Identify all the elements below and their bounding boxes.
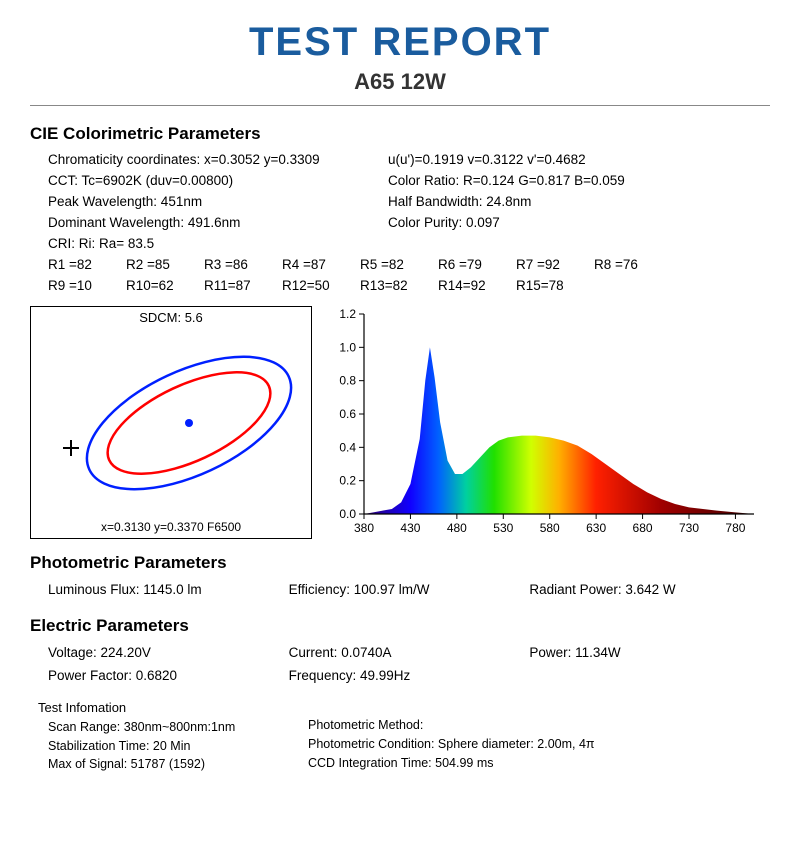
cri-row-1: R1 =82R2 =85R3 =86R4 =87R5 =82R6 =79R7 =… bbox=[48, 255, 770, 276]
sdcm-plot bbox=[39, 328, 303, 518]
photometric-method: Photometric Method: bbox=[308, 716, 595, 735]
power-factor: Power Factor: 0.6820 bbox=[48, 665, 289, 688]
cri-value: R8 =76 bbox=[594, 255, 672, 276]
test-info-heading: Test Infomation bbox=[38, 698, 308, 718]
power: Power: 11.34W bbox=[529, 642, 770, 665]
cri-row-2: R9 =10R10=62R11=87R12=50R13=82R14=92R15=… bbox=[48, 276, 770, 297]
header-divider bbox=[30, 105, 770, 106]
luminous-flux: Luminous Flux: 1145.0 lm bbox=[48, 579, 289, 602]
electric-row-1: Voltage: 224.20V Current: 0.0740A Power:… bbox=[48, 642, 770, 665]
svg-text:680: 680 bbox=[633, 521, 653, 535]
cri-value: R10=62 bbox=[126, 276, 204, 297]
svg-text:730: 730 bbox=[679, 521, 699, 535]
electric-heading: Electric Parameters bbox=[30, 616, 770, 636]
scan-range: Scan Range: 380nm~800nm:1nm bbox=[48, 718, 308, 737]
svg-text:0.6: 0.6 bbox=[339, 407, 356, 421]
cri-value: R12=50 bbox=[282, 276, 360, 297]
svg-text:0.8: 0.8 bbox=[339, 374, 356, 388]
voltage: Voltage: 224.20V bbox=[48, 642, 289, 665]
efficiency: Efficiency: 100.97 lm/W bbox=[289, 579, 530, 602]
cie-half-bw: Half Bandwidth: 24.8nm bbox=[388, 192, 531, 213]
cie-cct: CCT: Tc=6902K (duv=0.00800) bbox=[48, 171, 388, 192]
spectrum-chart: 0.0 0.2 0.4 0.6 0.8 1.0 1.2 380 430 480 530 580 630 6… bbox=[322, 306, 770, 538]
cri-value: R15=78 bbox=[516, 276, 594, 297]
photometric-heading: Photometric Parameters bbox=[30, 553, 770, 573]
stabilization-time: Stabilization Time: 20 Min bbox=[48, 737, 308, 756]
photometric-condition: Photometric Condition: Sphere diameter: … bbox=[308, 735, 595, 754]
svg-text:1.2: 1.2 bbox=[339, 307, 356, 321]
cie-color-purity: Color Purity: 0.097 bbox=[388, 213, 500, 234]
cie-params: Chromaticity coordinates: x=0.3052 y=0.3… bbox=[48, 150, 770, 296]
cie-color-ratio: Color Ratio: R=0.124 G=0.817 B=0.059 bbox=[388, 171, 625, 192]
cie-uv: u(u')=0.1919 v=0.3122 v'=0.4682 bbox=[388, 150, 586, 171]
cri-value: R1 =82 bbox=[48, 255, 126, 276]
photometric-row: Luminous Flux: 1145.0 lm Efficiency: 100… bbox=[48, 579, 770, 602]
cri-value: R4 =87 bbox=[282, 255, 360, 276]
cri-value: R7 =92 bbox=[516, 255, 594, 276]
electric-row-2: Power Factor: 0.6820 Frequency: 49.99Hz bbox=[48, 665, 770, 688]
header-block: TEST REPORT A65 12W bbox=[30, 20, 770, 95]
cri-value: R11=87 bbox=[204, 276, 282, 297]
test-info: Test Infomation Scan Range: 380nm~800nm:… bbox=[48, 698, 770, 774]
cri-value: R2 =85 bbox=[126, 255, 204, 276]
svg-text:1.0: 1.0 bbox=[339, 341, 356, 355]
cie-heading: CIE Colorimetric Parameters bbox=[30, 124, 770, 144]
current: Current: 0.0740A bbox=[289, 642, 530, 665]
sdcm-footer: x=0.3130 y=0.3370 F6500 bbox=[31, 518, 311, 538]
cie-chromaticity: Chromaticity coordinates: x=0.3052 y=0.3… bbox=[48, 150, 388, 171]
charts-row: SDCM: 5.6 x=0.3130 y=0.3370 F6500 0.0 0.2… bbox=[30, 306, 770, 539]
radiant-power: Radiant Power: 3.642 W bbox=[529, 579, 770, 602]
max-signal: Max of Signal: 51787 (1592) bbox=[48, 755, 308, 774]
svg-text:0.4: 0.4 bbox=[339, 441, 356, 455]
svg-text:380: 380 bbox=[354, 521, 374, 535]
svg-text:480: 480 bbox=[447, 521, 467, 535]
svg-text:780: 780 bbox=[725, 521, 745, 535]
sub-title: A65 12W bbox=[30, 69, 770, 95]
cri-value: R14=92 bbox=[438, 276, 516, 297]
cie-cri: CRI: Ri: Ra= 83.5 bbox=[48, 234, 770, 255]
svg-text:430: 430 bbox=[400, 521, 420, 535]
svg-text:0.2: 0.2 bbox=[339, 474, 356, 488]
cri-value: R6 =79 bbox=[438, 255, 516, 276]
svg-text:530: 530 bbox=[493, 521, 513, 535]
sdcm-chart: SDCM: 5.6 x=0.3130 y=0.3370 F6500 bbox=[30, 306, 312, 539]
main-title: TEST REPORT bbox=[30, 20, 770, 65]
cri-value: R13=82 bbox=[360, 276, 438, 297]
sdcm-header: SDCM: 5.6 bbox=[31, 307, 311, 328]
frequency: Frequency: 49.99Hz bbox=[289, 665, 530, 688]
cri-value: R9 =10 bbox=[48, 276, 126, 297]
ccd-time: CCD Integration Time: 504.99 ms bbox=[308, 754, 595, 773]
cri-value: R3 =86 bbox=[204, 255, 282, 276]
cri-value: R5 =82 bbox=[360, 255, 438, 276]
cie-peak-wl: Peak Wavelength: 451nm bbox=[48, 192, 388, 213]
svg-text:0.0: 0.0 bbox=[339, 507, 356, 521]
cie-dom-wl: Dominant Wavelength: 491.6nm bbox=[48, 213, 388, 234]
svg-text:580: 580 bbox=[540, 521, 560, 535]
svg-text:630: 630 bbox=[586, 521, 606, 535]
